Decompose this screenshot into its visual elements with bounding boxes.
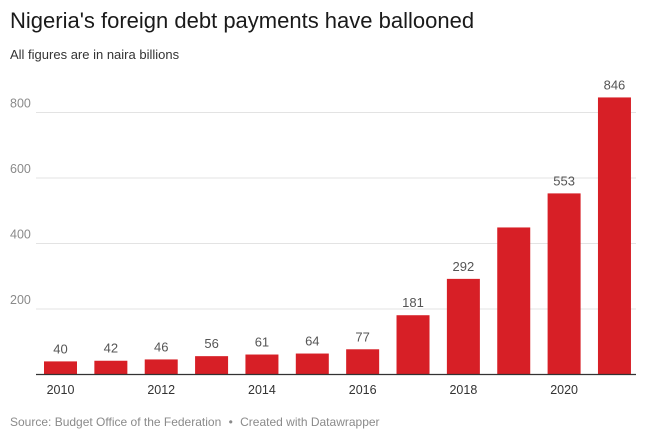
x-tick-label-2016: 2016 [349,383,377,397]
value-label-2013: 56 [204,336,218,351]
bar-2014 [245,354,279,375]
value-label-2015: 64 [305,334,319,349]
bar-2017 [396,315,430,375]
y-tick-label-200: 200 [10,293,31,307]
chart-footer: Source: Budget Office of the Federation … [10,415,380,429]
value-label-2010: 40 [53,341,67,356]
source-text: Source: Budget Office of the Federation [10,415,222,429]
bar-2010 [44,361,77,375]
value-label-2021: 846 [604,77,626,92]
bar-2019 [497,227,531,375]
bar-2020 [547,193,581,375]
bar-2018 [446,278,480,375]
y-tick-label-600: 600 [10,162,31,176]
y-tick-label-800: 800 [10,97,31,111]
bar-2021 [597,97,631,375]
credit-text: Created with Datawrapper [240,415,380,429]
footer-separator: • [228,415,233,429]
x-tick-label-2010: 2010 [47,383,75,397]
bar-2012 [144,359,178,375]
chart-subtitle: All figures are in naira billions [10,47,180,62]
chart-title: Nigeria's foreign debt payments have bal… [10,8,475,33]
bar-2015 [295,353,329,375]
value-label-2016: 77 [355,329,369,344]
x-tick-label-2020: 2020 [550,383,578,397]
x-tick-label-2012: 2012 [147,383,175,397]
value-label-2011: 42 [104,341,118,356]
value-label-2014: 61 [255,335,269,350]
value-label-2012: 46 [154,339,168,354]
value-label-2020: 553 [553,173,575,188]
bar-2011 [94,360,128,375]
bar-2016 [346,349,380,375]
value-label-2018: 292 [453,259,475,274]
x-tick-label-2014: 2014 [248,383,276,397]
bar-2013 [195,356,229,375]
value-label-2017: 181 [402,295,424,310]
y-tick-label-400: 400 [10,228,31,242]
x-tick-label-2018: 2018 [449,383,477,397]
